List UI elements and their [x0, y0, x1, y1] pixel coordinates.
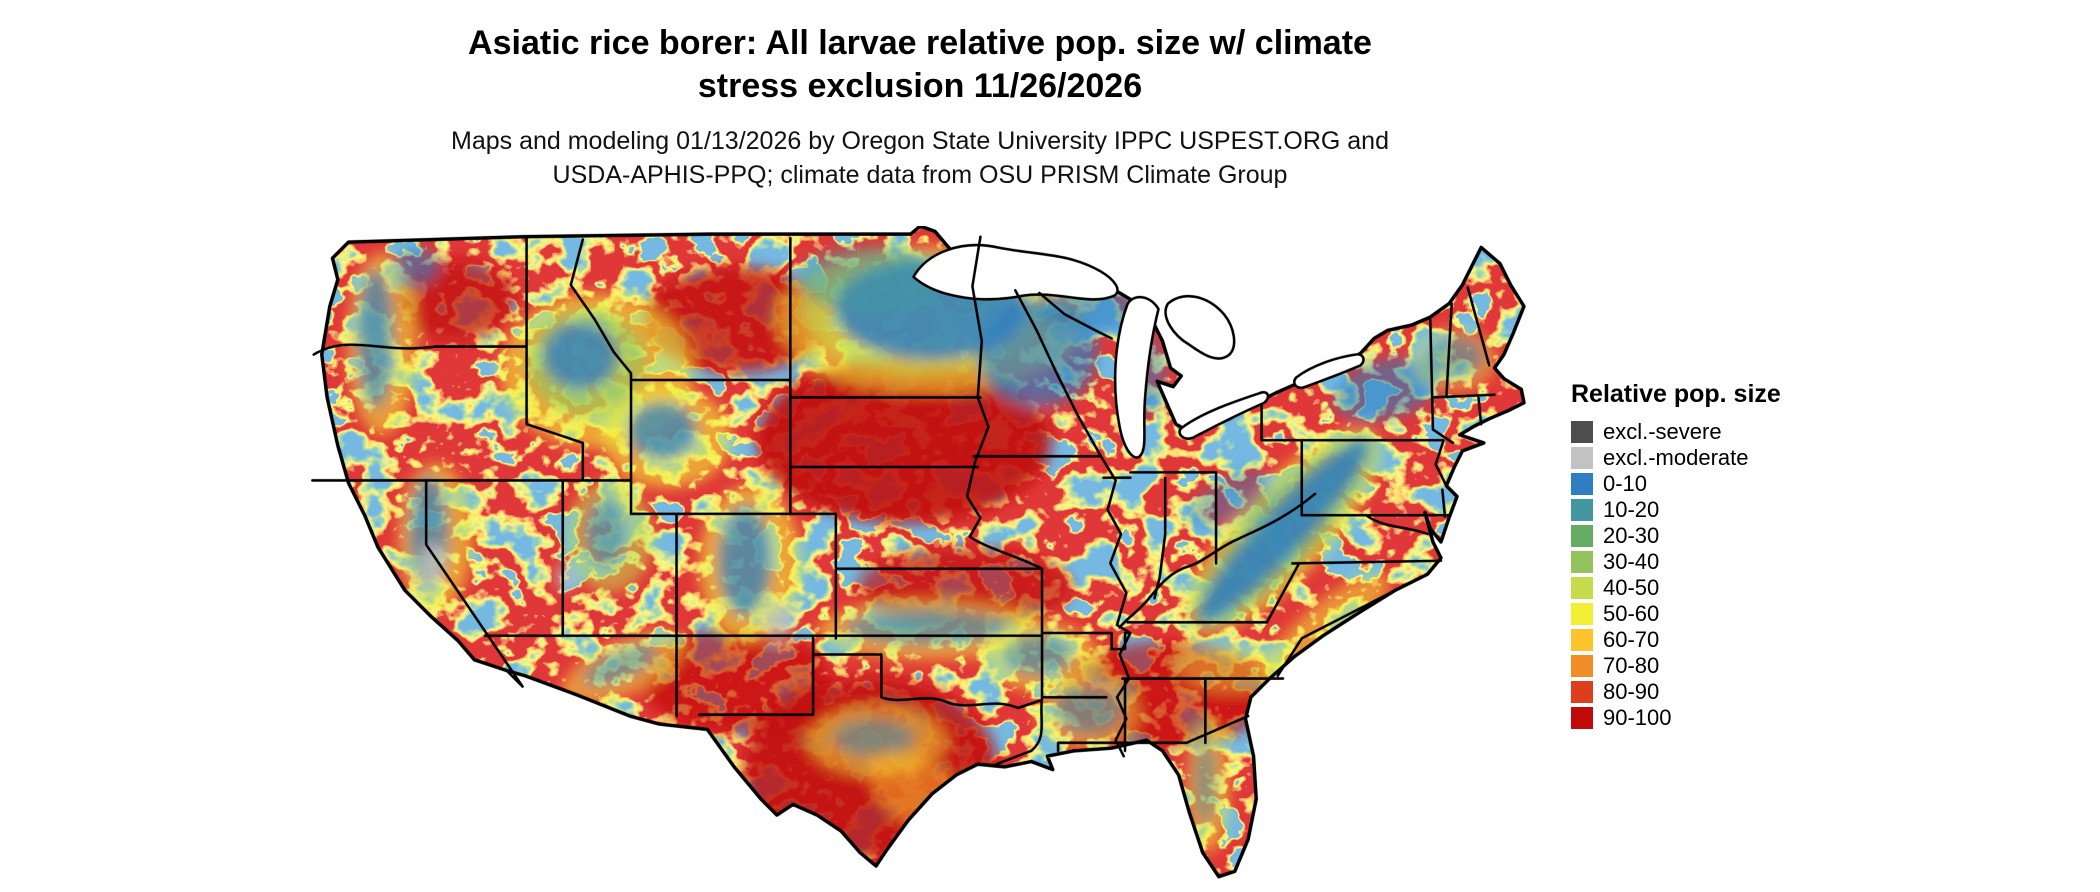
legend-item-label: 80-90: [1603, 679, 1660, 704]
legend-swatch: [1571, 421, 1593, 443]
legend-item: 40-50: [1571, 575, 1781, 601]
map-subtitle: Maps and modeling 01/13/2026 by Oregon S…: [0, 125, 1840, 193]
legend-swatch: [1571, 681, 1593, 703]
legend-item: excl.-severe: [1571, 419, 1781, 445]
legend-item: 0-10: [1571, 471, 1781, 497]
legend-item-label: excl.-severe: [1603, 419, 1722, 444]
legend-swatch: [1571, 603, 1593, 625]
legend-swatch: [1571, 655, 1593, 677]
legend-swatch: [1571, 629, 1593, 651]
legend-item-label: 90-100: [1603, 705, 1672, 730]
legend-swatch: [1571, 499, 1593, 521]
legend-item-label: 70-80: [1603, 653, 1660, 678]
legend-item-label: 10-20: [1603, 497, 1660, 522]
map-title-line1: Asiatic rice borer: All larvae relative …: [468, 24, 1372, 62]
legend-item-label: 60-70: [1603, 627, 1660, 652]
legend-title: Relative pop. size: [1571, 380, 1781, 408]
legend-swatch: [1571, 707, 1593, 729]
legend-swatch: [1571, 577, 1593, 599]
legend-item-label: 0-10: [1603, 471, 1648, 496]
legend-item: 10-20: [1571, 497, 1781, 523]
map-subtitle-line2: USDA-APHIS-PPQ; climate data from OSU PR…: [552, 160, 1288, 189]
map-subtitle-line1: Maps and modeling 01/13/2026 by Oregon S…: [451, 127, 1389, 155]
legend-item-label: 40-50: [1603, 575, 1660, 600]
map-legend: Relative pop. size excl.-severe excl.-mo…: [1571, 380, 1781, 731]
legend-item: 70-80: [1571, 653, 1781, 679]
legend-item-label: excl.-moderate: [1603, 445, 1749, 470]
legend-swatch: [1571, 447, 1593, 469]
map-title-line2: stress exclusion 11/26/2026: [697, 66, 1143, 105]
legend-item: 60-70: [1571, 627, 1781, 653]
us-map-svg: [311, 224, 1526, 879]
legend-swatch: [1571, 551, 1593, 573]
legend-item-label: 30-40: [1603, 549, 1660, 574]
legend-item: 30-40: [1571, 549, 1781, 575]
map-header: Asiatic rice borer: All larvae relative …: [0, 22, 1840, 193]
legend-swatch: [1571, 473, 1593, 495]
legend-item: 20-30: [1571, 523, 1781, 549]
legend-item: 80-90: [1571, 679, 1781, 705]
state-borders: [311, 235, 1496, 766]
map-title: Asiatic rice borer: All larvae relative …: [0, 22, 1840, 107]
legend-item: 90-100: [1571, 705, 1781, 731]
legend-swatch: [1571, 525, 1593, 547]
legend-item-label: 50-60: [1603, 601, 1660, 626]
legend-item-label: 20-30: [1603, 523, 1660, 548]
legend-item: 50-60: [1571, 601, 1781, 627]
great-lakes: [912, 243, 1365, 459]
us-distribution-map: [308, 224, 1527, 882]
legend-item: excl.-moderate: [1571, 445, 1781, 471]
